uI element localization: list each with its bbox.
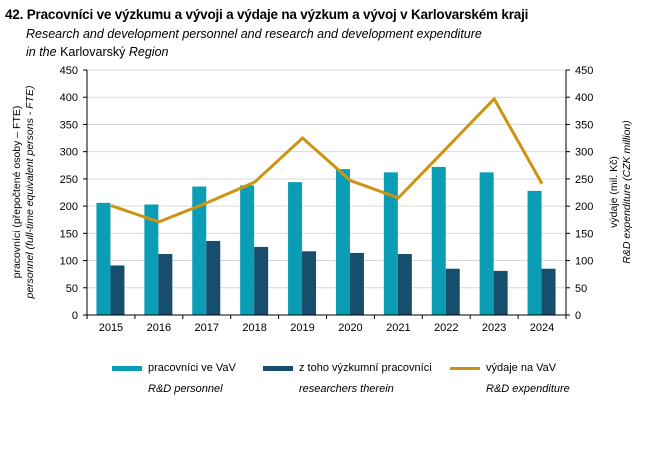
left-tick-label: 100 [60,256,78,268]
left-axis-ticks: 0 50 100 150 200 250 300 350 400 450 [60,65,87,322]
x-tick-label: 2024 [530,322,554,334]
chart-title: 42. Pracovníci ve výzkumu a vývoji a výd… [5,7,529,22]
x-tick-label: 2021 [386,322,410,334]
left-tick-label: 200 [60,201,78,213]
bar-personnel [335,169,350,315]
legend-swatch-expenditure [450,366,480,370]
left-axis-label-en: personnel (full-time equivalent persons … [24,85,36,299]
x-axis-ticks: 2015 2016 2017 2018 2019 2020 2021 2022 2023 2024 [86,315,567,334]
legend-label-en: researchers therein [299,383,394,395]
bar-researchers [349,252,364,315]
bar-personnel [527,190,542,315]
right-tick-label: 250 [575,174,593,186]
legend-item-researchers: z toho výzkumní pracovníci researchers t… [263,362,432,395]
right-axis-label-en: R&D expenditure (CZK million) [621,120,633,264]
legend-swatch-personnel [112,365,142,371]
bar-personnel [96,202,111,315]
bar-researchers [445,268,460,315]
right-tick-label: 100 [575,256,593,268]
right-axis-label-cz: výdaje (mil. Kč) [608,156,620,228]
right-tick-label: 150 [575,228,593,240]
x-tick-label: 2017 [195,322,219,334]
bar-researchers [397,254,412,315]
left-tick-label: 250 [60,174,78,186]
x-tick-label: 2019 [290,322,314,334]
x-tick-label: 2018 [242,322,266,334]
right-tick-label: 50 [575,283,587,295]
left-tick-label: 450 [60,65,78,77]
right-axis-ticks: 0 50 100 150 200 250 300 350 400 450 [566,65,593,322]
legend-label-cz: z toho výzkumní pracovníci [299,362,432,374]
x-tick-label: 2022 [434,322,458,334]
legend-label-cz: výdaje na VaV [486,362,557,374]
x-tick-label: 2020 [338,322,362,334]
bar-researchers [302,251,317,315]
chart-subtitle-en-line2: in the Karlovarský Region [26,45,169,59]
right-tick-label: 0 [575,310,581,322]
legend-item-personnel: pracovníci ve VaV R&D personnel [112,362,236,395]
bar-personnel [383,172,398,315]
right-tick-label: 200 [575,201,593,213]
bar-personnel [192,186,207,315]
legend-swatch-researchers [263,365,293,371]
right-tick-label: 300 [575,147,593,159]
x-tick-label: 2015 [99,322,123,334]
expenditure-line [110,96,544,224]
right-tick-label: 350 [575,119,593,131]
bars [96,166,556,315]
chart-subtitle-en: Research and development personnel and r… [26,27,482,41]
x-tick-label: 2016 [147,322,171,334]
bar-researchers [206,240,221,315]
left-tick-label: 0 [72,310,78,322]
x-tick-label: 2023 [482,322,506,334]
bar-researchers [254,246,269,315]
right-tick-label: 400 [575,92,593,104]
line-expenditure [110,96,544,224]
bar-personnel [144,204,159,315]
legend-item-expenditure: výdaje na VaV R&D expenditure [450,362,570,395]
bar-personnel [431,166,446,315]
bar-researchers [158,254,173,315]
left-tick-label: 150 [60,228,78,240]
legend-label-en: R&D personnel [148,383,223,395]
legend-label-en: R&D expenditure [486,383,570,395]
bar-personnel [288,182,303,315]
legend-label-cz: pracovníci ve VaV [148,362,236,374]
bar-personnel [240,185,255,315]
bar-researchers [493,270,508,315]
left-tick-label: 300 [60,147,78,159]
right-tick-label: 450 [575,65,593,77]
left-axis-label-cz: pracovníci (přepočtené osoby – FTE) [11,106,23,279]
bar-researchers [541,268,556,315]
bar-researchers [110,265,125,315]
left-tick-label: 50 [66,283,78,295]
left-tick-label: 350 [60,119,78,131]
left-tick-label: 400 [60,92,78,104]
bar-personnel [479,172,494,315]
